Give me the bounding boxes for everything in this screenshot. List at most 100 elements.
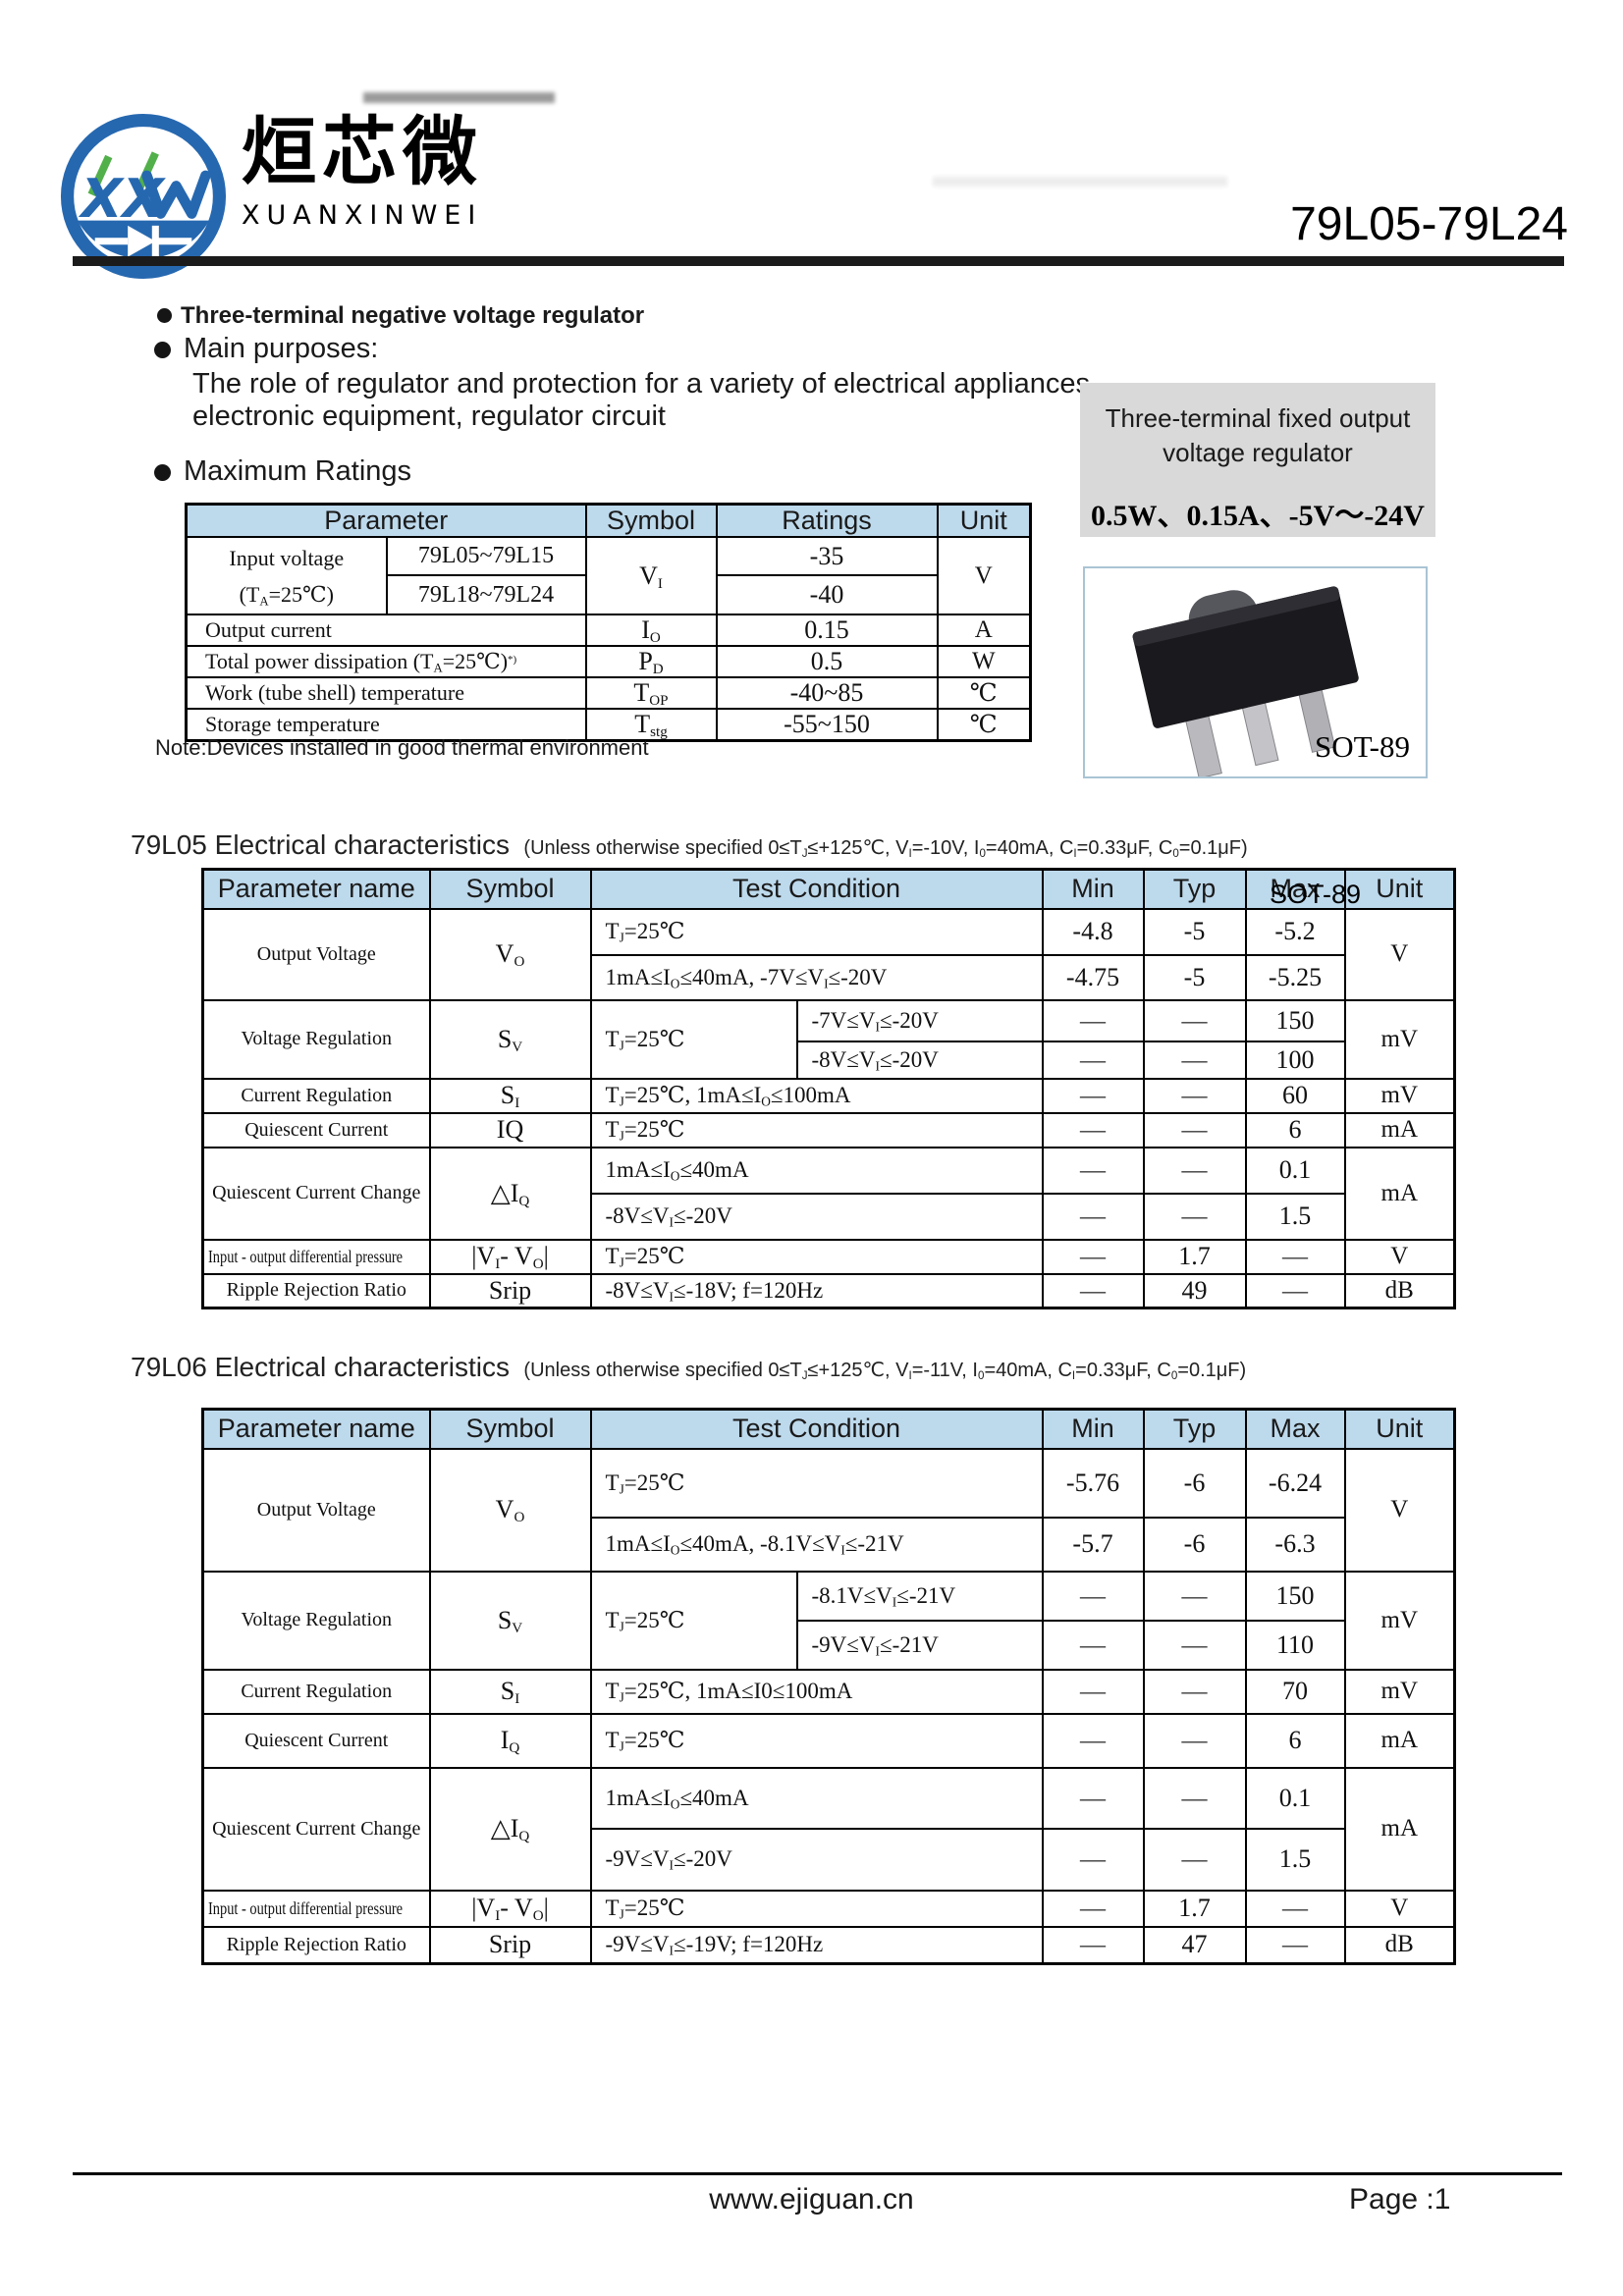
test-condition-cell: TJ=25℃: [589, 1447, 1044, 1519]
brand-text: 烜芯微 XUANXINWEI: [242, 110, 483, 283]
rating-cell: 0.5: [715, 645, 939, 678]
column-header: Typ: [1142, 1408, 1247, 1450]
typ-cell: —: [1142, 1766, 1247, 1830]
min-cell: —: [1041, 1712, 1145, 1769]
rating-cell: 0.15: [715, 614, 939, 647]
column-header: Unit: [1343, 1408, 1456, 1450]
scan-artifact: [933, 177, 1227, 187]
typ-cell: 47: [1142, 1925, 1247, 1965]
symbol-cell: Tstg: [584, 708, 718, 742]
stray-overlay-text: SOT-89: [1270, 880, 1362, 909]
min-cell: —: [1041, 1668, 1145, 1715]
min-cell: —: [1041, 1570, 1145, 1622]
column-header: Parameter name: [201, 868, 431, 910]
rating-cell: -40~85: [715, 676, 939, 710]
section-title: 79L06 Electrical characteristics: [131, 1352, 510, 1382]
maximum-ratings-table: Parameter Symbol Ratings Unit Input volt…: [185, 503, 1032, 742]
symbol-cell: VO: [428, 907, 592, 1001]
test-condition-cell: 1mA≤IO≤40mA, -8.1V≤VI≤-21V: [589, 1516, 1044, 1573]
section-condition: (Unless otherwise specified 0≤TJ≤+125℃, …: [523, 1360, 1247, 1383]
section-title: 79L05 Electrical characteristics: [131, 829, 510, 860]
footer-divider: [73, 2172, 1562, 2175]
brand-name-chinese: 烜芯微: [242, 108, 483, 195]
purpose-bullet: Main purposes:: [154, 333, 378, 365]
typ-cell: 1.7: [1142, 1889, 1247, 1928]
typ-cell: 1.7: [1142, 1238, 1247, 1275]
min-cell: -5.7: [1041, 1516, 1145, 1573]
test-condition-cell: TJ=25℃: [589, 1238, 1044, 1275]
unit-cell: mV: [1343, 1570, 1456, 1671]
electrical-table-79l05: Parameter name Symbol Test Condition Min…: [201, 868, 1457, 1309]
max-cell: 0.1: [1244, 1766, 1346, 1830]
max-ratings-bullet: Maximum Ratings: [154, 455, 411, 488]
column-header: Parameter: [185, 503, 587, 538]
unit-cell: V: [1343, 1447, 1456, 1573]
param-name-cell: Total power dissipation (TA=25℃)*): [185, 645, 587, 678]
rating-cell: -40: [715, 574, 939, 615]
max-cell: 100: [1244, 1040, 1346, 1080]
param-name-cell: Quiescent Current Change: [201, 1146, 431, 1241]
symbol-cell: |VI- VO|: [428, 1238, 592, 1275]
symbol-cell: IO: [584, 614, 718, 647]
max-ratings-title: Maximum Ratings: [184, 455, 412, 487]
panel-line: Three-terminal fixed output: [1105, 403, 1411, 433]
max-cell: —: [1244, 1889, 1346, 1928]
test-condition-cell: TJ=25℃: [589, 1712, 1044, 1769]
footer-website: www.ejiguan.cn: [709, 2183, 914, 2216]
min-cell: —: [1041, 998, 1145, 1042]
min-cell: —: [1041, 1040, 1145, 1080]
model-range-cell: 79L18~79L24: [385, 574, 587, 615]
typ-cell: —: [1142, 1077, 1247, 1114]
min-cell: -4.8: [1041, 907, 1145, 956]
purpose-title: Main purposes:: [184, 333, 379, 364]
max-cell: -6.3: [1244, 1516, 1346, 1573]
test-condition-cell: -9V≤VI≤-20V: [589, 1827, 1044, 1892]
thermal-note: Note:Devices installed in good thermal e…: [155, 735, 649, 760]
param-name-cell: Input voltage (TA=25℃): [185, 536, 388, 615]
max-cell: 70: [1244, 1668, 1346, 1715]
max-cell: —: [1244, 1238, 1346, 1275]
param-name-cell: Voltage Regulation: [201, 1570, 431, 1671]
unit-cell: ℃: [936, 676, 1032, 710]
column-header: Max: [1244, 868, 1346, 910]
param-text: Input - output differential pressure: [208, 1897, 404, 1918]
unit-cell: mA: [1343, 1146, 1456, 1241]
max-cell: 1.5: [1244, 1192, 1346, 1241]
sot89-package-icon: [1132, 586, 1359, 776]
column-header: Symbol: [584, 503, 718, 538]
test-condition-cell: TJ=25℃: [589, 1570, 798, 1671]
param-name-cell: Input - output differential pressure: [201, 1889, 431, 1928]
scan-artifact: [363, 92, 555, 103]
typ-cell: —: [1142, 1040, 1247, 1080]
description-panel: Three-terminal fixed output voltage regu…: [1080, 383, 1435, 537]
test-condition-cell: TJ=25℃, 1mA≤I0≤100mA: [589, 1668, 1044, 1715]
test-condition-cell: TJ=25℃: [589, 1889, 1044, 1928]
test-condition-cell: -8V≤VI≤-20V: [589, 1192, 1044, 1241]
max-cell: 150: [1244, 998, 1346, 1042]
symbol-cell: △IQ: [428, 1146, 592, 1241]
min-cell: —: [1041, 1192, 1145, 1241]
header-divider: [73, 256, 1564, 266]
min-cell: —: [1041, 1827, 1145, 1892]
param-name-cell: Output Voltage: [201, 907, 431, 1001]
unit-cell: V: [936, 536, 1032, 615]
typ-cell: —: [1142, 1712, 1247, 1769]
unit-cell: A: [936, 614, 1032, 647]
unit-cell: dB: [1343, 1925, 1456, 1965]
test-condition-cell: 1mA≤IO≤40mA, -7V≤VI≤-20V: [589, 953, 1044, 1001]
min-cell: -4.75: [1041, 953, 1145, 1001]
symbol-cell: |VI- VO|: [428, 1889, 592, 1928]
rating-cell: -55~150: [715, 708, 939, 742]
column-header: Min: [1041, 1408, 1145, 1450]
min-cell: —: [1041, 1619, 1145, 1671]
column-header: Symbol: [428, 1408, 592, 1450]
max-cell: -5.25: [1244, 953, 1346, 1001]
model-range-cell: 79L05~79L15: [385, 536, 587, 576]
max-cell: -5.2: [1244, 907, 1346, 956]
package-image-box: SOT-89: [1083, 566, 1428, 778]
min-cell: —: [1041, 1889, 1145, 1928]
symbol-cell: PD: [584, 645, 718, 678]
brand-logo: XX 烜芯微 XUANXINWEI: [57, 110, 483, 283]
max-cell: 150: [1244, 1570, 1346, 1622]
footer-page-number: Page :1: [1349, 2183, 1451, 2216]
